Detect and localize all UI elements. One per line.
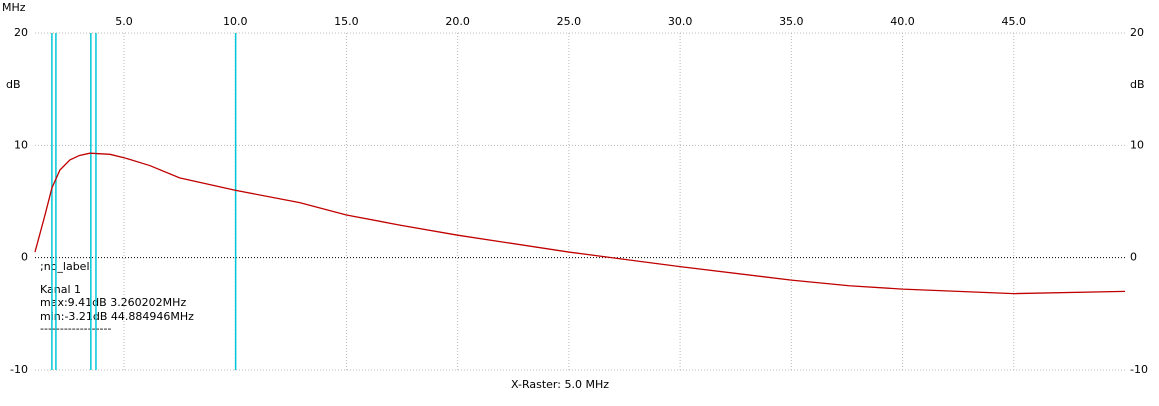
data-line bbox=[34, 152, 1126, 295]
annotation: max:9.41dB 3.260202MHz bbox=[40, 296, 186, 309]
x-tick-label: 20.0 bbox=[445, 15, 470, 28]
x-tick-label: 10.0 bbox=[223, 15, 248, 28]
y-tick-label: 10 bbox=[1130, 138, 1144, 151]
x-unit: MHz bbox=[2, 1, 26, 14]
legend-entry: Kanal 1 bbox=[40, 283, 81, 296]
y-label-right: dB bbox=[1130, 78, 1145, 91]
y-label-left: dB bbox=[6, 78, 21, 91]
y-tick-label: 20 bbox=[1130, 26, 1144, 39]
x-tick-label: 5.0 bbox=[115, 15, 133, 28]
annotation: min:-3.21dB 44.884946MHz bbox=[40, 310, 194, 323]
annotation: ------------------ bbox=[40, 322, 111, 335]
annotation: ;no_label bbox=[40, 260, 90, 273]
x-tick-label: 15.0 bbox=[334, 15, 359, 28]
x-tick-label: 25.0 bbox=[557, 15, 582, 28]
x-tick-label: 30.0 bbox=[668, 15, 693, 28]
y-tick-label: 0 bbox=[21, 251, 28, 264]
y-tick-label: -10 bbox=[1130, 363, 1148, 376]
y-tick-label: -10 bbox=[10, 363, 28, 376]
x-tick-label: 45.0 bbox=[1002, 15, 1027, 28]
y-tick-label: 20 bbox=[14, 26, 28, 39]
y-tick-label: 10 bbox=[14, 138, 28, 151]
x-tick-label: 35.0 bbox=[779, 15, 804, 28]
y-tick-label: 0 bbox=[1130, 251, 1137, 264]
x-tick-label: 40.0 bbox=[890, 15, 915, 28]
footer: X-Raster: 5.0 MHz bbox=[511, 378, 609, 391]
